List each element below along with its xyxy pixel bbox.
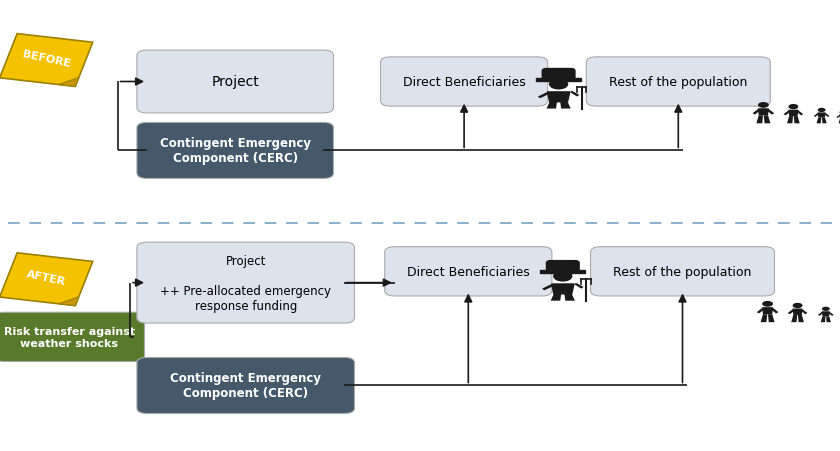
Polygon shape [770, 308, 779, 314]
Polygon shape [838, 119, 840, 124]
Polygon shape [552, 285, 574, 294]
Polygon shape [560, 102, 570, 109]
Polygon shape [828, 312, 834, 316]
Circle shape [549, 80, 568, 90]
FancyBboxPatch shape [540, 271, 585, 274]
FancyBboxPatch shape [385, 247, 552, 296]
FancyBboxPatch shape [591, 247, 774, 296]
Polygon shape [574, 283, 584, 289]
Text: Contingent Emergency
Component (CERC): Contingent Emergency Component (CERC) [160, 137, 311, 165]
Polygon shape [801, 309, 807, 314]
FancyBboxPatch shape [543, 69, 575, 81]
Polygon shape [798, 315, 804, 322]
Circle shape [554, 272, 572, 281]
Text: Contingent Emergency
Component (CERC): Contingent Emergency Component (CERC) [171, 372, 321, 400]
Polygon shape [818, 312, 823, 316]
Polygon shape [564, 294, 575, 301]
FancyBboxPatch shape [586, 58, 770, 107]
Polygon shape [548, 93, 570, 102]
Polygon shape [791, 315, 797, 322]
FancyBboxPatch shape [137, 243, 354, 323]
Polygon shape [570, 92, 580, 97]
Polygon shape [538, 93, 549, 99]
Polygon shape [793, 309, 802, 315]
FancyBboxPatch shape [547, 261, 579, 273]
Polygon shape [757, 308, 764, 314]
Polygon shape [821, 317, 826, 322]
Polygon shape [787, 117, 793, 124]
Circle shape [762, 301, 773, 307]
Circle shape [758, 103, 769, 109]
Polygon shape [758, 109, 769, 116]
Circle shape [793, 303, 802, 308]
Circle shape [822, 307, 830, 311]
Polygon shape [826, 317, 831, 322]
Polygon shape [768, 314, 774, 322]
FancyBboxPatch shape [0, 313, 144, 362]
Text: Rest of the population: Rest of the population [613, 265, 752, 278]
Text: Risk transfer against
weather shocks: Risk transfer against weather shocks [3, 327, 135, 348]
FancyBboxPatch shape [0, 35, 92, 87]
Polygon shape [547, 102, 557, 109]
Polygon shape [788, 309, 795, 314]
Polygon shape [794, 117, 800, 124]
Polygon shape [764, 116, 770, 124]
Text: Project: Project [212, 75, 259, 89]
Polygon shape [816, 118, 822, 124]
FancyBboxPatch shape [381, 58, 548, 107]
Polygon shape [822, 312, 830, 317]
Polygon shape [817, 113, 826, 118]
FancyBboxPatch shape [536, 79, 581, 82]
Text: Rest of the population: Rest of the population [609, 76, 748, 89]
FancyBboxPatch shape [0, 253, 92, 306]
Polygon shape [542, 285, 554, 291]
Polygon shape [784, 111, 790, 116]
FancyBboxPatch shape [137, 358, 354, 414]
Polygon shape [756, 116, 763, 124]
Polygon shape [789, 110, 798, 117]
Polygon shape [814, 114, 819, 118]
FancyBboxPatch shape [137, 51, 333, 114]
Polygon shape [837, 115, 840, 119]
Circle shape [817, 109, 826, 113]
Text: Direct Beneficiaries: Direct Beneficiaries [402, 76, 526, 89]
Circle shape [789, 105, 798, 110]
Text: AFTER: AFTER [25, 268, 67, 286]
Polygon shape [824, 114, 830, 118]
Polygon shape [796, 111, 803, 116]
Polygon shape [762, 308, 773, 314]
Polygon shape [822, 118, 827, 124]
Polygon shape [551, 294, 561, 301]
FancyBboxPatch shape [137, 123, 333, 179]
Polygon shape [59, 297, 79, 306]
Text: BEFORE: BEFORE [21, 49, 71, 69]
Text: Direct Beneficiaries: Direct Beneficiaries [407, 265, 530, 278]
Polygon shape [753, 110, 760, 115]
Text: Project

++ Pre-allocated emergency
response funding: Project ++ Pre-allocated emergency respo… [160, 254, 331, 312]
Polygon shape [766, 110, 774, 115]
Polygon shape [760, 314, 767, 322]
Polygon shape [59, 78, 79, 87]
